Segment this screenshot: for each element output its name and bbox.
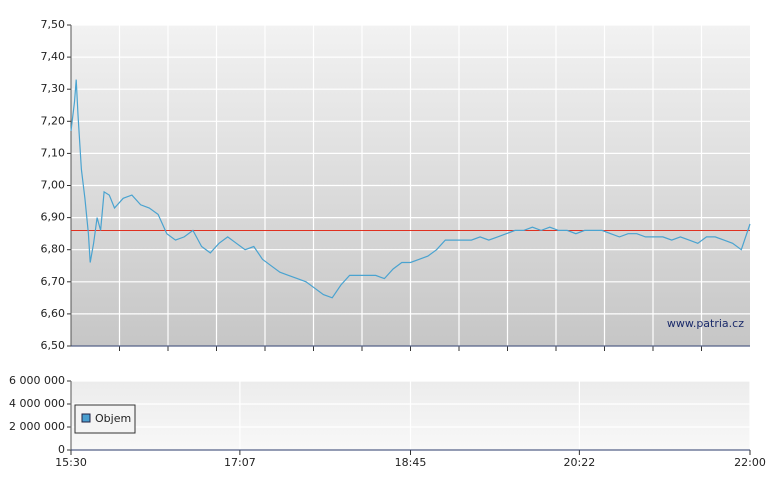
y-tick-label: 7,00 xyxy=(41,179,66,192)
y-tick-label: 7,40 xyxy=(41,50,66,63)
price-line xyxy=(70,79,751,299)
y-tick-label: 7,10 xyxy=(41,146,66,159)
y-tick-label: 2 000 000 xyxy=(9,420,65,433)
y-tick-label: 7,20 xyxy=(41,114,66,127)
y-tick-label: 6,70 xyxy=(41,275,66,288)
x-tick-label: 18:45 xyxy=(395,456,427,469)
y-tick-label: 6,90 xyxy=(41,211,66,224)
y-tick-label: 6,50 xyxy=(41,339,66,352)
y-tick-label: 6 000 000 xyxy=(9,374,65,387)
legend-label: Objem xyxy=(95,412,131,425)
x-tick-label: 17:07 xyxy=(224,456,256,469)
watermark: www.patria.cz xyxy=(667,317,744,330)
y-tick-label: 7,50 xyxy=(41,18,66,31)
x-tick-label: 20:22 xyxy=(564,456,596,469)
y-tick-label: 7,30 xyxy=(41,82,66,95)
legend-swatch xyxy=(81,413,91,423)
y-tick-label: 6,60 xyxy=(41,307,66,320)
x-tick-label: 15:30 xyxy=(55,456,87,469)
y-tick-label: 0 xyxy=(58,443,65,456)
x-tick-label: 22:00 xyxy=(734,456,766,469)
y-tick-label: 6,80 xyxy=(41,243,66,256)
y-tick-label: 4 000 000 xyxy=(9,397,65,410)
